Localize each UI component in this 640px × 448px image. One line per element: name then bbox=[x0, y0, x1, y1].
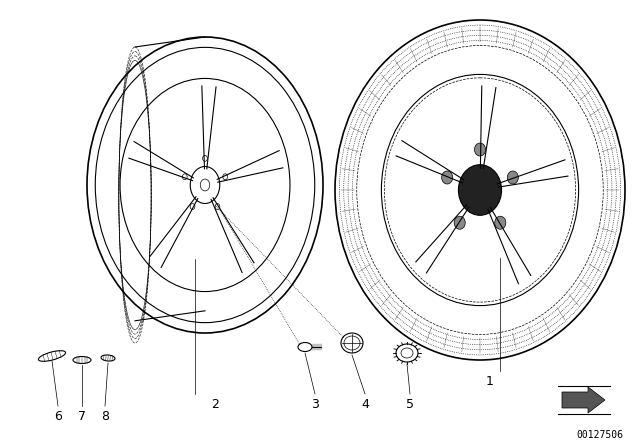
Text: 4: 4 bbox=[361, 398, 369, 411]
Ellipse shape bbox=[454, 216, 465, 229]
Text: 1: 1 bbox=[486, 375, 494, 388]
Ellipse shape bbox=[203, 155, 207, 161]
Ellipse shape bbox=[223, 174, 228, 180]
Text: 7: 7 bbox=[78, 410, 86, 423]
Polygon shape bbox=[562, 387, 605, 413]
Ellipse shape bbox=[508, 171, 518, 184]
Ellipse shape bbox=[215, 203, 220, 210]
Text: 6: 6 bbox=[54, 410, 62, 423]
Ellipse shape bbox=[190, 167, 220, 203]
Ellipse shape bbox=[474, 143, 486, 156]
Text: 5: 5 bbox=[406, 398, 414, 411]
Ellipse shape bbox=[182, 174, 187, 180]
Text: 3: 3 bbox=[311, 398, 319, 411]
Text: 8: 8 bbox=[101, 410, 109, 423]
Ellipse shape bbox=[190, 203, 195, 210]
Ellipse shape bbox=[38, 351, 65, 361]
Ellipse shape bbox=[341, 333, 363, 353]
Ellipse shape bbox=[200, 179, 210, 191]
Text: 2: 2 bbox=[211, 398, 219, 411]
Ellipse shape bbox=[458, 165, 502, 215]
Ellipse shape bbox=[396, 344, 418, 362]
Ellipse shape bbox=[73, 357, 91, 363]
Ellipse shape bbox=[495, 216, 506, 229]
Ellipse shape bbox=[298, 343, 312, 352]
Ellipse shape bbox=[442, 171, 452, 184]
Ellipse shape bbox=[101, 355, 115, 361]
Text: 00127506: 00127506 bbox=[577, 430, 623, 440]
